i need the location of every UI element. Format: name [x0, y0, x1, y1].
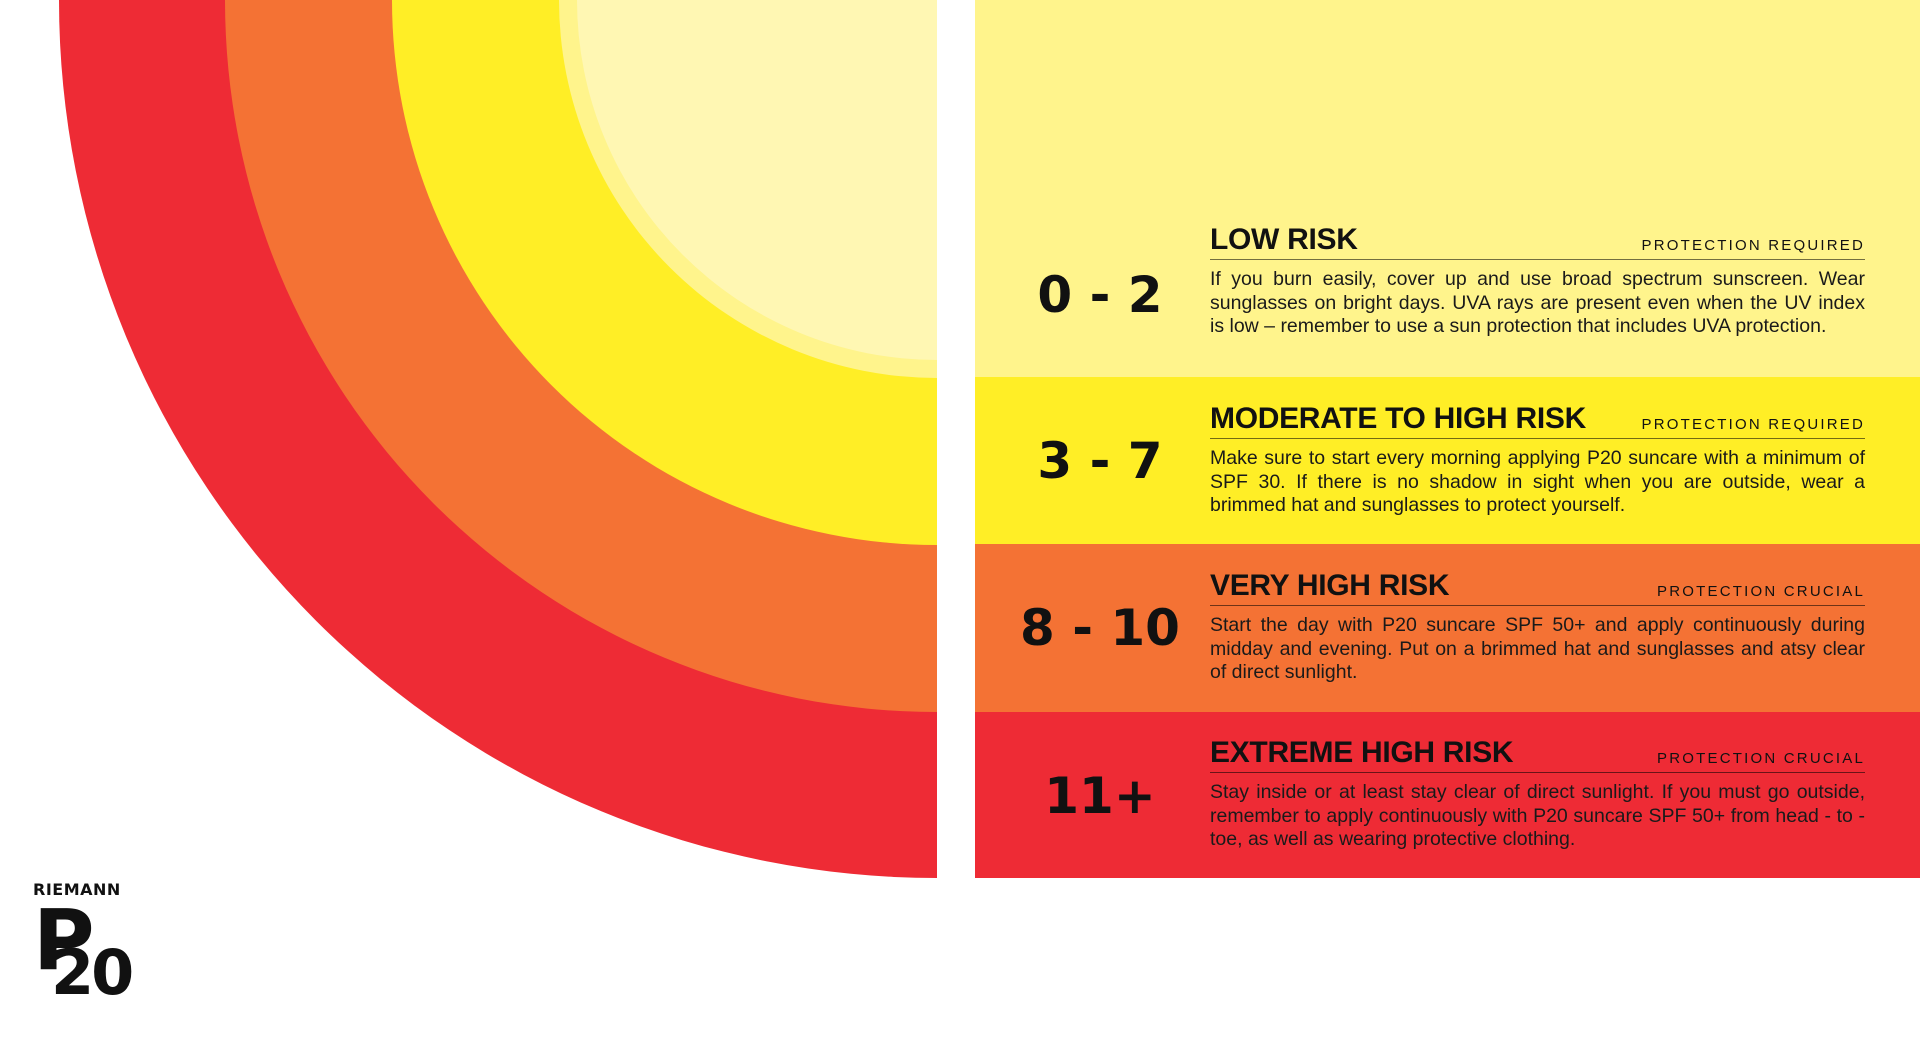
level-extreme-title: EXTREME HIGH RISK	[1210, 736, 1514, 769]
level-very-high: VERY HIGH RISK PROTECTION CRUCIAL Start …	[1210, 569, 1865, 685]
level-extreme-header: EXTREME HIGH RISK PROTECTION CRUCIAL	[1210, 736, 1865, 773]
level-very-high-title: VERY HIGH RISK	[1210, 569, 1450, 602]
level-moderate-title: MODERATE TO HIGH RISK	[1210, 402, 1586, 435]
level-extreme-description: Stay inside or at least stay clear of di…	[1210, 781, 1865, 850]
range-low: 0 - 2	[1037, 266, 1163, 324]
range-moderate: 3 - 7	[1037, 432, 1163, 490]
level-extreme-tag: PROTECTION CRUCIAL	[1657, 750, 1865, 767]
level-low-header: LOW RISK PROTECTION REQUIRED	[1210, 223, 1865, 260]
level-very-high-header: VERY HIGH RISK PROTECTION CRUCIAL	[1210, 569, 1865, 606]
range-extreme: 11+	[1044, 767, 1156, 825]
brand-logo: RIEMANN P 20	[33, 880, 143, 1020]
range-very-high: 8 - 10	[1020, 599, 1180, 657]
arc-divider	[937, 0, 975, 880]
band-moderate-risk: 3 - 7 MODERATE TO HIGH RISK PROTECTION R…	[975, 377, 1920, 544]
brand-number: 20	[51, 936, 134, 1009]
level-very-high-tag: PROTECTION CRUCIAL	[1657, 583, 1865, 600]
band-extreme-risk: 11+ EXTREME HIGH RISK PROTECTION CRUCIAL…	[975, 712, 1920, 878]
level-moderate-tag: PROTECTION REQUIRED	[1641, 416, 1865, 433]
brand-name: RIEMANN	[33, 880, 121, 899]
level-low-tag: PROTECTION REQUIRED	[1641, 237, 1865, 254]
level-extreme: EXTREME HIGH RISK PROTECTION CRUCIAL Sta…	[1210, 736, 1865, 852]
band-very-high-risk: 8 - 10 VERY HIGH RISK PROTECTION CRUCIAL…	[975, 544, 1920, 712]
band-low-risk: 0 - 2 LOW RISK PROTECTION REQUIRED If yo…	[975, 0, 1920, 377]
level-moderate: MODERATE TO HIGH RISK PROTECTION REQUIRE…	[1210, 402, 1865, 518]
level-low: LOW RISK PROTECTION REQUIRED If you burn…	[1210, 223, 1865, 339]
level-low-title: LOW RISK	[1210, 223, 1358, 256]
level-moderate-description: Make sure to start every morning applyin…	[1210, 447, 1865, 516]
level-very-high-description: Start the day with P20 suncare SPF 50+ a…	[1210, 614, 1865, 683]
brand-letter: P	[33, 891, 95, 989]
level-moderate-header: MODERATE TO HIGH RISK PROTECTION REQUIRE…	[1210, 402, 1865, 439]
level-low-description: If you burn easily, cover up and use bro…	[1210, 268, 1865, 337]
